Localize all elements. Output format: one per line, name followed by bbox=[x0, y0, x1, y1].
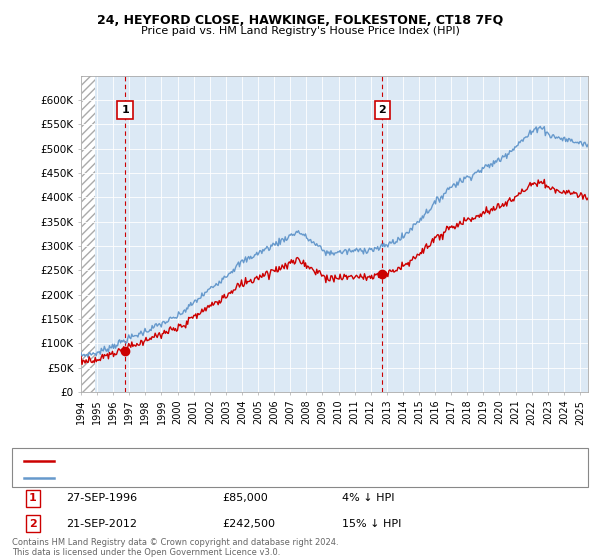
Text: 24, HEYFORD CLOSE, HAWKINGE, FOLKESTONE, CT18 7FQ (detached house): 24, HEYFORD CLOSE, HAWKINGE, FOLKESTONE,… bbox=[60, 456, 434, 466]
Text: £242,500: £242,500 bbox=[222, 519, 275, 529]
Text: 2: 2 bbox=[379, 105, 386, 115]
Text: £85,000: £85,000 bbox=[222, 493, 268, 503]
Text: Price paid vs. HM Land Registry's House Price Index (HPI): Price paid vs. HM Land Registry's House … bbox=[140, 26, 460, 36]
Bar bbox=[81, 76, 95, 392]
Text: 21-SEP-2012: 21-SEP-2012 bbox=[66, 519, 137, 529]
Text: HPI: Average price, detached house, Folkestone and Hythe: HPI: Average price, detached house, Folk… bbox=[60, 473, 347, 483]
Text: 1: 1 bbox=[29, 493, 37, 503]
Text: Contains HM Land Registry data © Crown copyright and database right 2024.
This d: Contains HM Land Registry data © Crown c… bbox=[12, 538, 338, 557]
Text: 4% ↓ HPI: 4% ↓ HPI bbox=[342, 493, 395, 503]
Text: 24, HEYFORD CLOSE, HAWKINGE, FOLKESTONE, CT18 7FQ: 24, HEYFORD CLOSE, HAWKINGE, FOLKESTONE,… bbox=[97, 14, 503, 27]
Text: 2: 2 bbox=[29, 519, 37, 529]
Text: 15% ↓ HPI: 15% ↓ HPI bbox=[342, 519, 401, 529]
Text: 1: 1 bbox=[121, 105, 129, 115]
Text: 27-SEP-1996: 27-SEP-1996 bbox=[66, 493, 137, 503]
